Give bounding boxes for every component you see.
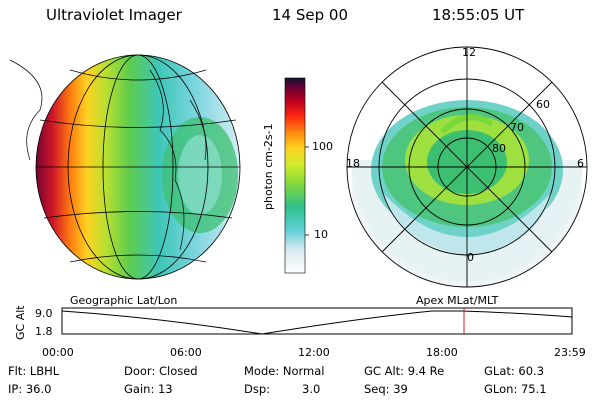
status-gc-alt: GC Alt: 9.4 Re <box>364 364 445 378</box>
mlt-label-6: 6 <box>577 157 584 170</box>
altitude-xtick-1800: 18:00 <box>426 346 458 359</box>
colorbar-tick-100: 100 <box>312 140 333 153</box>
mlat-label-70: 70 <box>510 121 524 134</box>
altitude-xtick-1200: 12:00 <box>298 346 330 359</box>
geographic-image <box>9 54 241 280</box>
altitude-ytick-9: 9.0 <box>35 307 53 320</box>
time-label: 18:55:05 UT <box>432 6 525 24</box>
colorbar-unit-label: photon cm-2s-1 <box>262 123 275 210</box>
status-dsp-value: 3.0 <box>302 382 321 396</box>
mlt-label-18: 18 <box>346 157 360 170</box>
altitude-xtick-0000: 00:00 <box>42 346 74 359</box>
polar-mlt-plot <box>346 46 588 288</box>
geographic-projection-label: Geographic Lat/Lon <box>70 294 178 307</box>
altitude-ylabel: GC Alt <box>14 305 27 340</box>
altitude-xtick-2359: 23:59 <box>554 346 586 359</box>
status-mode: Mode: Normal <box>244 364 325 378</box>
mlat-label-80: 80 <box>492 142 506 155</box>
date-label: 14 Sep 00 <box>272 6 348 24</box>
status-gain: Gain: 13 <box>124 382 173 396</box>
colorbar <box>284 77 309 274</box>
mlat-label-60: 60 <box>536 98 550 111</box>
status-seq: Seq: 39 <box>364 382 408 396</box>
status-door: Door: Closed <box>124 364 198 378</box>
colorbar-tick-10: 10 <box>314 228 328 241</box>
instrument-title: Ultraviolet Imager <box>46 6 182 24</box>
mlt-label-12: 12 <box>462 46 476 59</box>
status-flt: Flt: LBHL <box>8 364 60 378</box>
altitude-plot <box>61 307 573 335</box>
altitude-xtick-0600: 06:00 <box>170 346 202 359</box>
status-dsp-label: Dsp: <box>244 382 271 396</box>
altitude-curve <box>61 310 573 335</box>
status-ip: IP: 36.0 <box>8 382 52 396</box>
status-glon: GLon: 75.1 <box>484 382 547 396</box>
apex-projection-label: Apex MLat/MLT <box>416 294 499 307</box>
altitude-ytick-1-8: 1.8 <box>35 325 53 338</box>
mlt-label-0: 0 <box>467 251 474 264</box>
status-glat: GLat: 60.3 <box>484 364 545 378</box>
